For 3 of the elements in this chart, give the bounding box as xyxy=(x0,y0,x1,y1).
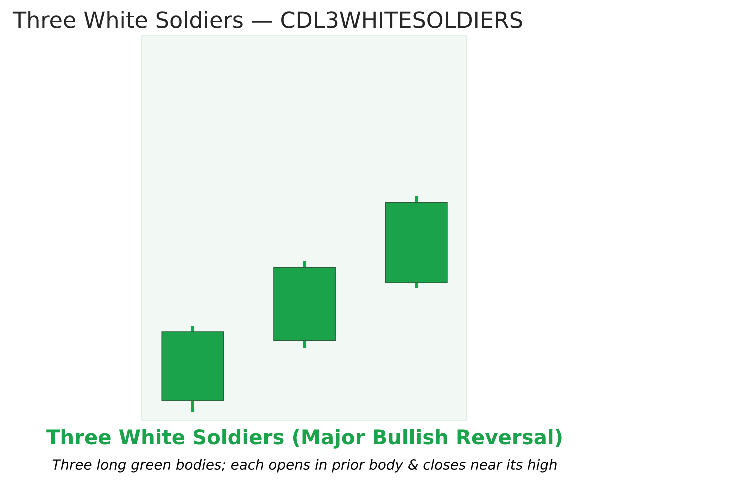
text: Three long green bodies; each opens in prior body & closes near its high xyxy=(52,459,557,473)
text: Three White Soldiers (Major Bullish Reversal) xyxy=(46,429,562,449)
chart-title: Three White Soldiers — CDL3WHITESOLDIERS xyxy=(12,11,522,28)
